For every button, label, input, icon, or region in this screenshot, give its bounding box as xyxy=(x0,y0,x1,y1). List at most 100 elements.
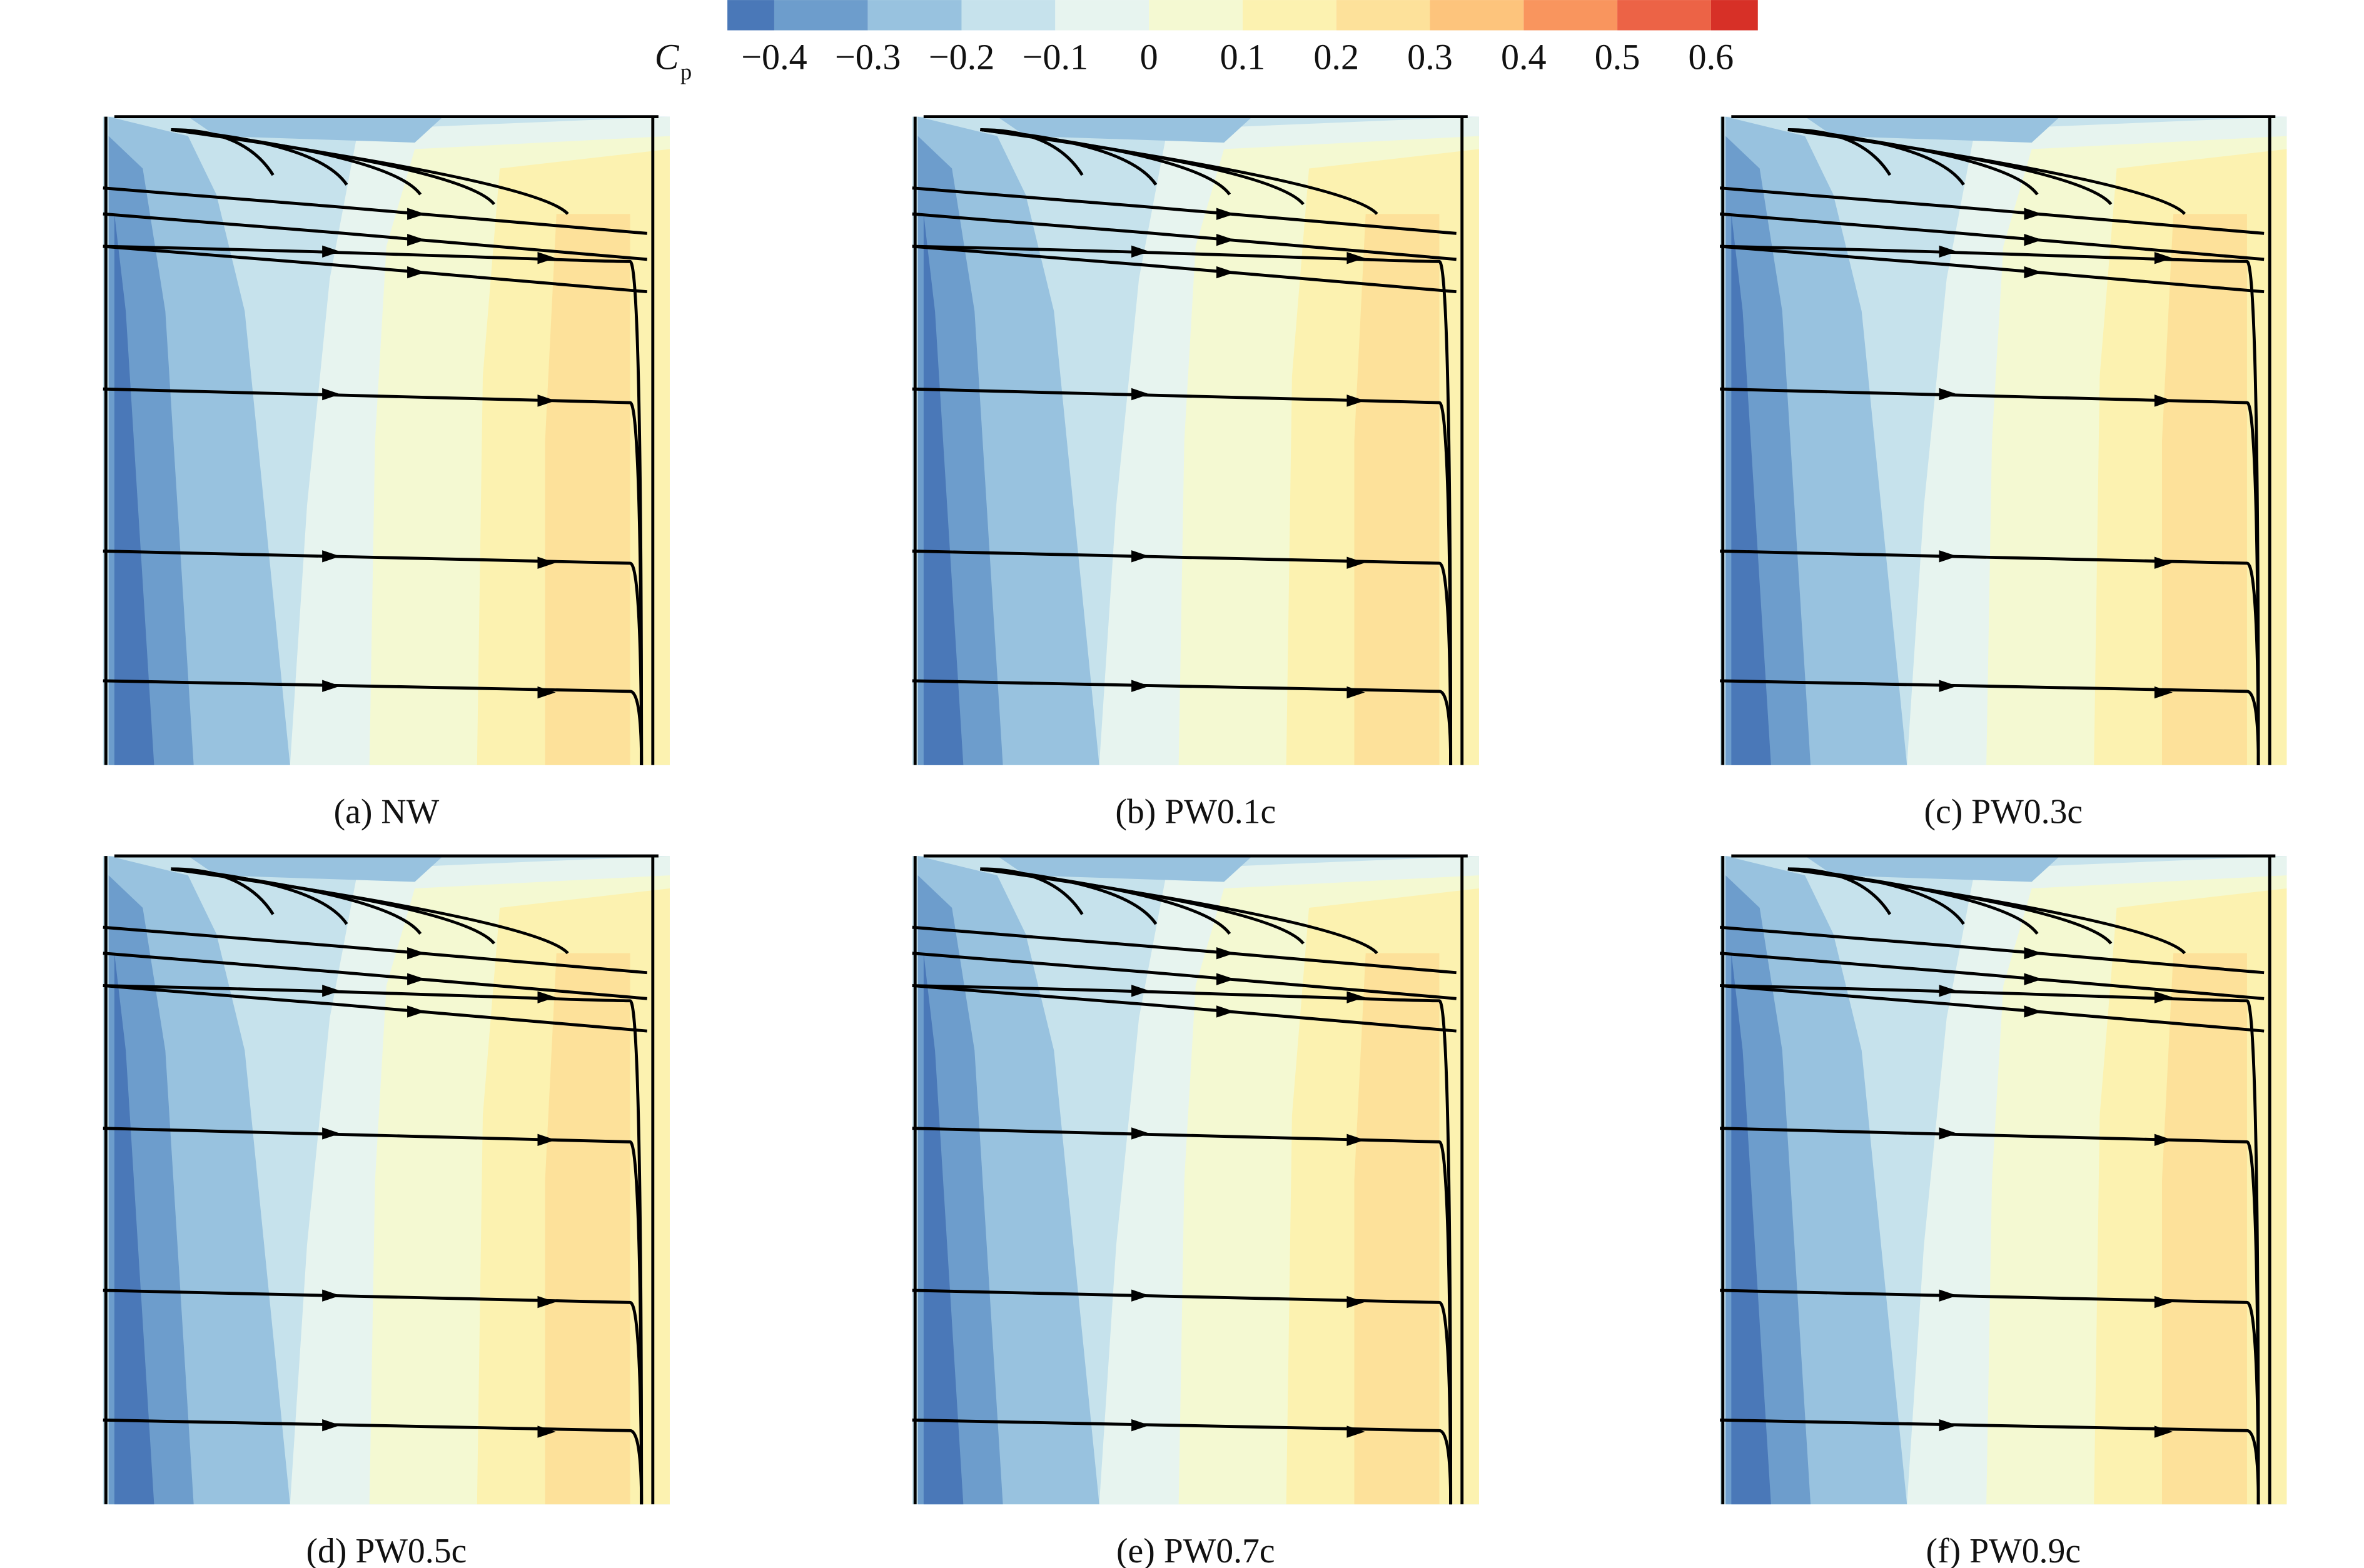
streamline xyxy=(103,952,647,1000)
streamline-arrow xyxy=(322,985,341,997)
colorbar-band xyxy=(1617,0,1711,31)
streamline-arrow xyxy=(322,1419,341,1432)
contour-region xyxy=(1805,856,2060,882)
streamline-arrow xyxy=(1346,1425,1365,1438)
streamline-arrow xyxy=(407,266,426,279)
colorbar-symbol: C xyxy=(655,36,680,77)
streamline xyxy=(912,1289,1453,1505)
panel-caption: (f) PW0.9c xyxy=(1926,1532,2081,1568)
streamline xyxy=(103,212,647,261)
streamline xyxy=(1720,925,2265,975)
streamline-arrow xyxy=(1939,550,1957,563)
streamline xyxy=(103,244,647,294)
streamline-arrow xyxy=(537,395,556,407)
streamline xyxy=(912,984,1453,1505)
streamline xyxy=(1720,550,2260,765)
streamline-arrow xyxy=(1346,556,1365,569)
streamline-arrow xyxy=(407,208,426,220)
contour-region xyxy=(1354,953,1440,1505)
panel-caption: (e) PW0.7c xyxy=(1116,1532,1275,1568)
streamline-arrow xyxy=(537,686,556,699)
streamline-arrow xyxy=(407,233,426,246)
panel-caption: (c) PW0.3c xyxy=(1924,792,2083,831)
streamline-arrow xyxy=(1216,266,1235,279)
colorbar-band xyxy=(867,0,962,31)
contour-panel xyxy=(103,115,670,765)
streamline xyxy=(1720,1418,2260,1505)
colorbar-tick-label: 0 xyxy=(1140,36,1158,77)
streamline xyxy=(912,679,1453,765)
contour-region xyxy=(1354,214,1440,765)
contour-region xyxy=(1731,214,1771,765)
streamline-arrow xyxy=(1346,1295,1365,1309)
streamline-arrow xyxy=(322,1289,341,1302)
contour-region xyxy=(923,214,964,765)
streamline xyxy=(171,128,569,215)
colorbar-band xyxy=(774,0,868,31)
streamline-arrow xyxy=(322,388,341,401)
streamline-arrow xyxy=(537,1425,556,1438)
streamline-arrow xyxy=(2154,686,2173,699)
streamline-arrow xyxy=(537,556,556,569)
colorbar-band xyxy=(1710,0,1758,31)
streamline xyxy=(103,186,647,235)
streamline-arrow xyxy=(2154,1295,2173,1309)
contour-region xyxy=(114,214,154,765)
streamline-arrow xyxy=(407,973,426,985)
streamline xyxy=(103,1418,644,1505)
colorbar-tick-label: −0.1 xyxy=(1023,36,1088,77)
contour-panel xyxy=(1720,115,2287,765)
streamline-arrow xyxy=(1216,1005,1235,1018)
streamline-arrow xyxy=(407,1005,426,1018)
contour-region xyxy=(2162,953,2247,1505)
streamline xyxy=(912,244,1453,765)
contour-region xyxy=(1805,116,2060,143)
contour-region xyxy=(1731,953,1771,1505)
contour-panel xyxy=(912,115,1479,765)
streamline xyxy=(912,952,1457,1000)
streamline xyxy=(912,244,1457,294)
colorbar-band xyxy=(1336,0,1430,31)
streamline xyxy=(103,679,644,765)
panel-caption: (d) PW0.5c xyxy=(306,1532,467,1568)
streamline-arrow xyxy=(322,1127,341,1140)
streamline xyxy=(1720,1289,2260,1505)
streamline-arrow xyxy=(1939,1127,1957,1140)
streamline xyxy=(1720,212,2265,261)
streamline xyxy=(980,128,1378,215)
streamline-arrow xyxy=(2154,556,2173,569)
streamline-arrow xyxy=(2154,1133,2173,1147)
streamline-arrow xyxy=(1346,1133,1365,1147)
streamline xyxy=(103,244,644,765)
colorbar-band xyxy=(961,0,1056,31)
streamline xyxy=(912,212,1457,261)
colorbar-tick-label: −0.3 xyxy=(835,36,901,77)
streamline-arrow xyxy=(2154,395,2173,407)
contour-panel xyxy=(103,854,670,1505)
streamline xyxy=(103,984,647,1033)
colorbar-subscript: p xyxy=(680,59,692,84)
streamline xyxy=(1787,128,2186,215)
contour-region xyxy=(997,856,1253,882)
streamline-arrow xyxy=(322,550,341,563)
streamline-arrow xyxy=(1216,947,1235,960)
streamline xyxy=(1720,679,2260,765)
streamline xyxy=(1720,984,2260,1505)
streamline-arrow xyxy=(2024,233,2043,246)
streamline xyxy=(103,984,644,1505)
contour-region xyxy=(188,116,443,143)
streamline-arrow xyxy=(1216,973,1235,985)
colorbar-tick-label: −0.4 xyxy=(741,36,807,77)
streamline-arrow xyxy=(2154,1425,2173,1438)
streamline xyxy=(1720,244,2265,294)
colorbar-tick-label: 0.4 xyxy=(1501,36,1547,77)
streamline xyxy=(980,867,1378,955)
streamline-arrow xyxy=(1939,985,1957,997)
colorbar-band xyxy=(1430,0,1524,31)
contour-region xyxy=(923,953,964,1505)
streamline-arrow xyxy=(1346,252,1365,264)
streamline-arrow xyxy=(537,1295,556,1309)
contour-region xyxy=(545,953,630,1505)
streamline-arrow xyxy=(2024,208,2043,220)
